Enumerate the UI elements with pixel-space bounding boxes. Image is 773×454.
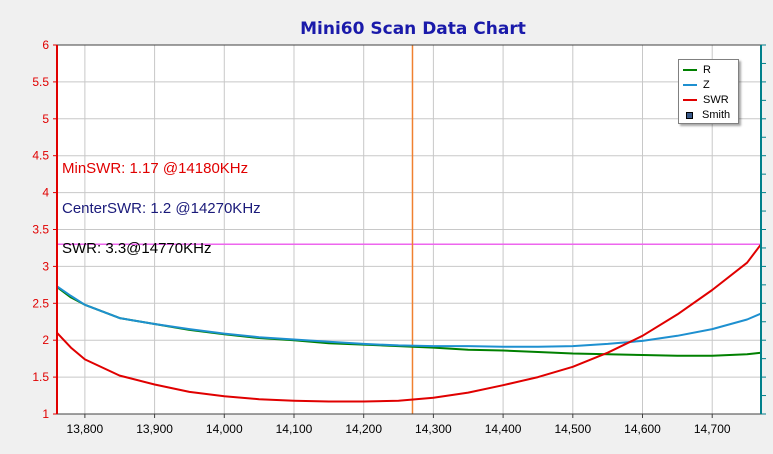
chart-title: Mini60 Scan Data Chart (300, 19, 526, 39)
legend-item-z[interactable]: Z (683, 78, 710, 92)
y-axis-ticks: 1 1.5 2 2.5 3 3.5 4 4.5 5 5.5 6 (32, 38, 57, 421)
x-tick-label: 14,300 (415, 422, 452, 436)
legend-label-z: Z (703, 79, 710, 91)
y-tick-label: 3 (42, 259, 49, 273)
x-tick-label: 14,000 (206, 422, 243, 436)
y-tick-label: 1 (42, 407, 49, 421)
legend-swatch-swr (683, 99, 697, 101)
x-tick-label: 14,400 (485, 422, 522, 436)
series-lines (56, 45, 762, 414)
y-tick-label: 2.5 (32, 296, 49, 310)
x-tick-label: 13,900 (136, 422, 173, 436)
y-tick-label: 6 (42, 38, 49, 52)
legend-swatch-z (683, 84, 697, 86)
x-tick-label: 13,800 (67, 422, 104, 436)
center-swr-annotation: CenterSWR: 1.2 @14270KHz (62, 200, 261, 217)
legend-label-swr: SWR (703, 94, 729, 106)
y-tick-label: 5.5 (32, 75, 49, 89)
legend: R Z SWR Smith (678, 59, 739, 124)
legend-item-swr[interactable]: SWR (683, 93, 729, 107)
y-tick-label: 2 (42, 333, 49, 347)
legend-swatch-r (683, 69, 697, 71)
swr-marker-annotation: SWR: 3.3@14770KHz (62, 240, 212, 257)
legend-label-smith: Smith (702, 109, 731, 121)
y-tick-label: 4 (42, 186, 49, 200)
x-tick-label: 14,500 (554, 422, 591, 436)
series-line-swr (56, 243, 762, 403)
x-tick-label: 14,600 (624, 422, 661, 436)
y-tick-label: 1.5 (32, 370, 49, 384)
x-tick-label: 14,200 (345, 422, 382, 436)
series-line-z (56, 285, 762, 348)
legend-item-r[interactable]: R (683, 63, 711, 77)
y-tick-label: 3.5 (32, 223, 49, 237)
x-axis-ticks: 13,800 13,900 14,000 14,100 14,200 14,300 14,4… (67, 414, 731, 436)
min-swr-annotation: MinSWR: 1.17 @14180KHz (62, 160, 249, 177)
y-tick-label: 4.5 (32, 149, 49, 163)
x-tick-label: 14,100 (276, 422, 313, 436)
legend-item-smith[interactable]: Smith (683, 108, 730, 122)
x-tick-label: 14,700 (694, 422, 731, 436)
legend-label-r: R (703, 64, 711, 76)
y-tick-label: 5 (42, 112, 49, 126)
legend-swatch-smith (686, 111, 693, 119)
